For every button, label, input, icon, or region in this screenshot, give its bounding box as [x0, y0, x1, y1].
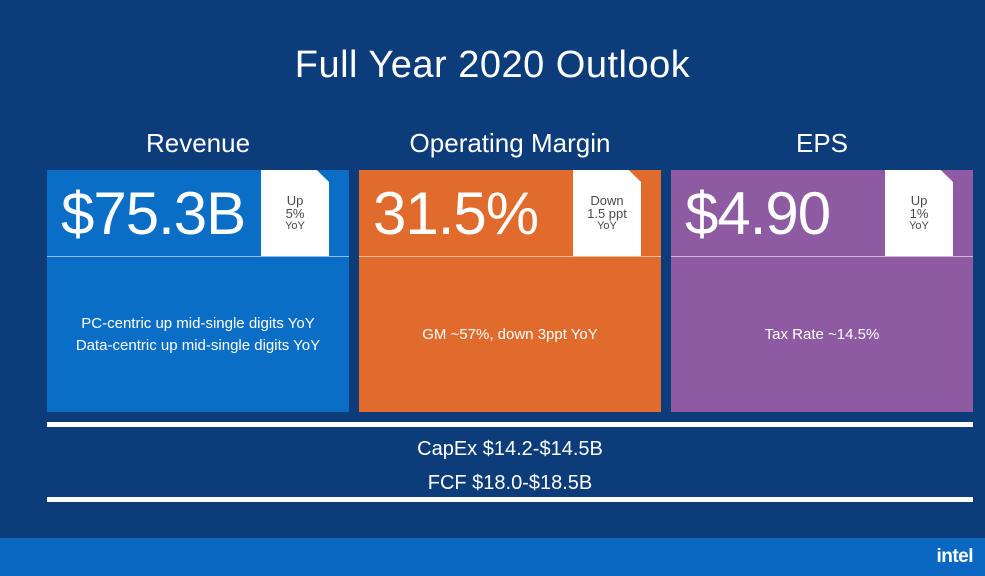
revenue-details: PC-centric up mid-single digits YoY Data… [47, 257, 349, 412]
revenue-detail-line: PC-centric up mid-single digits YoY [81, 314, 315, 332]
badge-direction: Down [590, 192, 624, 208]
badge-period: YoY [909, 219, 929, 232]
eps-detail-line: Tax Rate ~14.5% [764, 325, 880, 343]
eps-details: Tax Rate ~14.5% [671, 257, 973, 412]
badge-period: YoY [285, 219, 305, 232]
badge-amount: 1% [909, 205, 929, 221]
slide-title: Full Year 2020 Outlook [294, 44, 691, 86]
eps-card: $4.90 Up 1% YoY Tax Rate ~14.5% [671, 170, 973, 412]
operating-margin-details: GM ~57%, down 3ppt YoY [359, 257, 661, 412]
bottom-divider [47, 497, 973, 502]
operating-margin-detail-line: GM ~57%, down 3ppt YoY [422, 325, 598, 343]
operating-margin-value: 31.5% [373, 180, 539, 247]
operating-margin-change-badge: Down 1.5 ppt YoY [573, 170, 641, 256]
cash-outlook: CapEx $14.2-$14.5B FCF $18.0-$18.5B [47, 432, 973, 500]
badge-amount: 1.5 ppt [587, 205, 627, 221]
badge-direction: Up [910, 192, 928, 208]
operating-margin-heading: Operating Margin [409, 128, 611, 158]
eps-value: $4.90 [685, 180, 831, 247]
operating-margin-card-top: 31.5% Down 1.5 ppt YoY [359, 170, 661, 257]
footer-band: intel [0, 538, 985, 576]
badge-direction: Up [286, 192, 304, 208]
badge-period: YoY [597, 219, 617, 232]
badge-amount: 5% [285, 205, 305, 221]
revenue-card-top: $75.3B Up 5% YoY [47, 170, 349, 257]
intel-logo: intel [936, 546, 973, 567]
revenue-heading: Revenue [145, 128, 251, 158]
operating-margin-card: 31.5% Down 1.5 ppt YoY GM ~57%, down 3pp… [359, 170, 661, 412]
revenue-detail-line: Data-centric up mid-single digits YoY [75, 336, 321, 354]
fcf-line: FCF $18.0-$18.5B [427, 472, 593, 494]
eps-card-top: $4.90 Up 1% YoY [671, 170, 973, 257]
eps-heading: EPS [795, 128, 849, 158]
eps-change-badge: Up 1% YoY [885, 170, 953, 256]
top-divider [47, 422, 973, 427]
revenue-card: $75.3B Up 5% YoY PC-centric up mid-singl… [47, 170, 349, 412]
revenue-value: $75.3B [61, 180, 246, 247]
capex-line: CapEx $14.2-$14.5B [417, 438, 603, 460]
revenue-change-badge: Up 5% YoY [261, 170, 329, 256]
